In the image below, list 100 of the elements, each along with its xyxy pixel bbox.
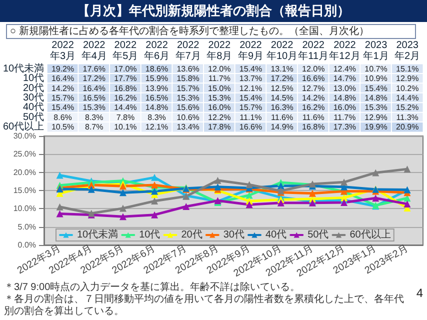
data-label: 14.8% [364, 94, 388, 102]
y-tick-label: 10代未満 [3, 62, 44, 74]
data-label: 16.0% [208, 103, 231, 112]
data-label: 15.8% [176, 74, 200, 84]
data-label: 15.6% [176, 103, 200, 112]
point [88, 186, 95, 193]
data-label: 12.9% [396, 74, 419, 84]
data-label: 14.4% [396, 94, 419, 102]
x-tick-label: 2022年7月 [175, 40, 201, 62]
y-tick-label: 0.0% [18, 240, 36, 250]
data-label: 15.4% [364, 84, 388, 93]
data-label: 17.3% [333, 122, 356, 132]
point [151, 174, 158, 181]
data-label: 8.3% [84, 112, 104, 122]
legend-label: 40代 [265, 230, 287, 240]
data-label: 16.8% [114, 84, 137, 93]
data-label: 17.2% [82, 74, 106, 84]
data-label: 10.2% [396, 84, 419, 93]
data-label: 15.1% [396, 64, 419, 74]
point [151, 211, 158, 218]
text: 4 [416, 286, 423, 300]
data-label: 14.2% [51, 84, 74, 93]
x-tick-label: 2022年8月 [206, 40, 232, 62]
data-label: 11.1% [240, 112, 262, 122]
data-label: 19.9% [364, 122, 388, 132]
data-label: 16.2% [114, 94, 137, 102]
data-label: 10.7% [364, 64, 388, 74]
data-label: 8.7% [84, 122, 104, 132]
x-tick-label: 2022年12月 [329, 40, 360, 62]
x-tick-label: 2022年6月 [144, 40, 170, 62]
data-label: 13.0% [333, 84, 356, 93]
data-label: 17.7% [114, 74, 137, 84]
legend-label: 30代 [223, 230, 244, 240]
data-label: 16.0% [333, 103, 356, 112]
legend-label: 50代 [308, 230, 329, 240]
point [372, 169, 380, 176]
data-label: 12.5% [270, 84, 294, 93]
point [308, 190, 316, 197]
legend-label: 20代 [181, 230, 202, 240]
y-tick-label: 5.0% [18, 222, 36, 232]
point [246, 201, 253, 208]
y-tick-label: 15.0% [13, 186, 36, 195]
data-label: 14.7% [333, 74, 356, 84]
data-label: 15.0% [208, 84, 231, 93]
data-label: 16.5% [145, 94, 168, 102]
point [119, 182, 126, 190]
data-label: 14.9% [270, 122, 294, 132]
data-label: 12.2% [208, 112, 231, 122]
data-label: 13.6% [176, 64, 200, 74]
y-tick-label: 25.0% [13, 150, 36, 159]
data-label: 10.1% [114, 122, 137, 132]
point [182, 202, 190, 210]
y-tick-label: 40代 [23, 102, 44, 114]
point [372, 194, 380, 202]
point [246, 192, 253, 199]
data-label: 16.2% [302, 103, 325, 112]
x-tick-label: 2022年9月 [238, 40, 264, 62]
chart-title: 【月次】年代別新規陽性者の割合（報告日別） [0, 0, 427, 22]
data-label: 15.3% [208, 94, 231, 102]
data-label: 12.9% [364, 112, 388, 122]
point [277, 199, 284, 206]
data-label: 15.9% [145, 74, 168, 84]
x-tick-label: 2023年2月 [394, 40, 420, 62]
data-label: 17.0% [114, 64, 137, 74]
data-label: 16.6% [302, 74, 325, 84]
data-label: 15.7% [239, 103, 262, 112]
data-label: 13.4% [176, 122, 200, 132]
data-label: 11.6% [271, 112, 294, 122]
y-tick-label: 20代 [23, 82, 44, 94]
data-label: 15.4% [239, 64, 262, 74]
data-label: 14.8% [145, 103, 168, 112]
point [151, 188, 158, 195]
x-tick-label: 2023年1月 [363, 40, 389, 62]
point [246, 181, 253, 188]
data-label: 12.0% [208, 64, 231, 74]
data-label: 14.4% [114, 103, 137, 112]
point [340, 198, 348, 206]
data-label: 10.5% [51, 122, 74, 132]
data-label: 10.6% [176, 112, 200, 122]
data-label: 17.2% [270, 74, 294, 84]
point [119, 213, 126, 220]
data-label: 11.7% [334, 112, 356, 122]
data-label: 11.6% [302, 112, 324, 122]
data-label: 10.9% [364, 74, 388, 84]
data-label: 12.1% [239, 84, 262, 93]
legend-label: 10代未満 [77, 228, 118, 240]
data-label: 16.4% [82, 84, 106, 93]
data-label: 15.3% [364, 103, 388, 112]
data-label: 15.3% [176, 94, 200, 102]
legend-label: 60代以上 [350, 228, 391, 240]
text: ＊3/7 9:00時点の入力データを基に算出。年齢不詳は除いている。 [4, 282, 302, 294]
data-label: 20.9% [396, 122, 419, 132]
data-label: 11.7% [208, 74, 230, 84]
data-label: 12.1% [145, 122, 168, 132]
data-label: 14.5% [270, 94, 294, 102]
data-label: 11.3% [396, 112, 418, 122]
data-label: 16.5% [82, 94, 106, 102]
y-tick-label: 60代以上 [3, 120, 44, 133]
y-tick-label: 20.0% [13, 168, 36, 177]
data-label: 17.6% [82, 64, 106, 74]
